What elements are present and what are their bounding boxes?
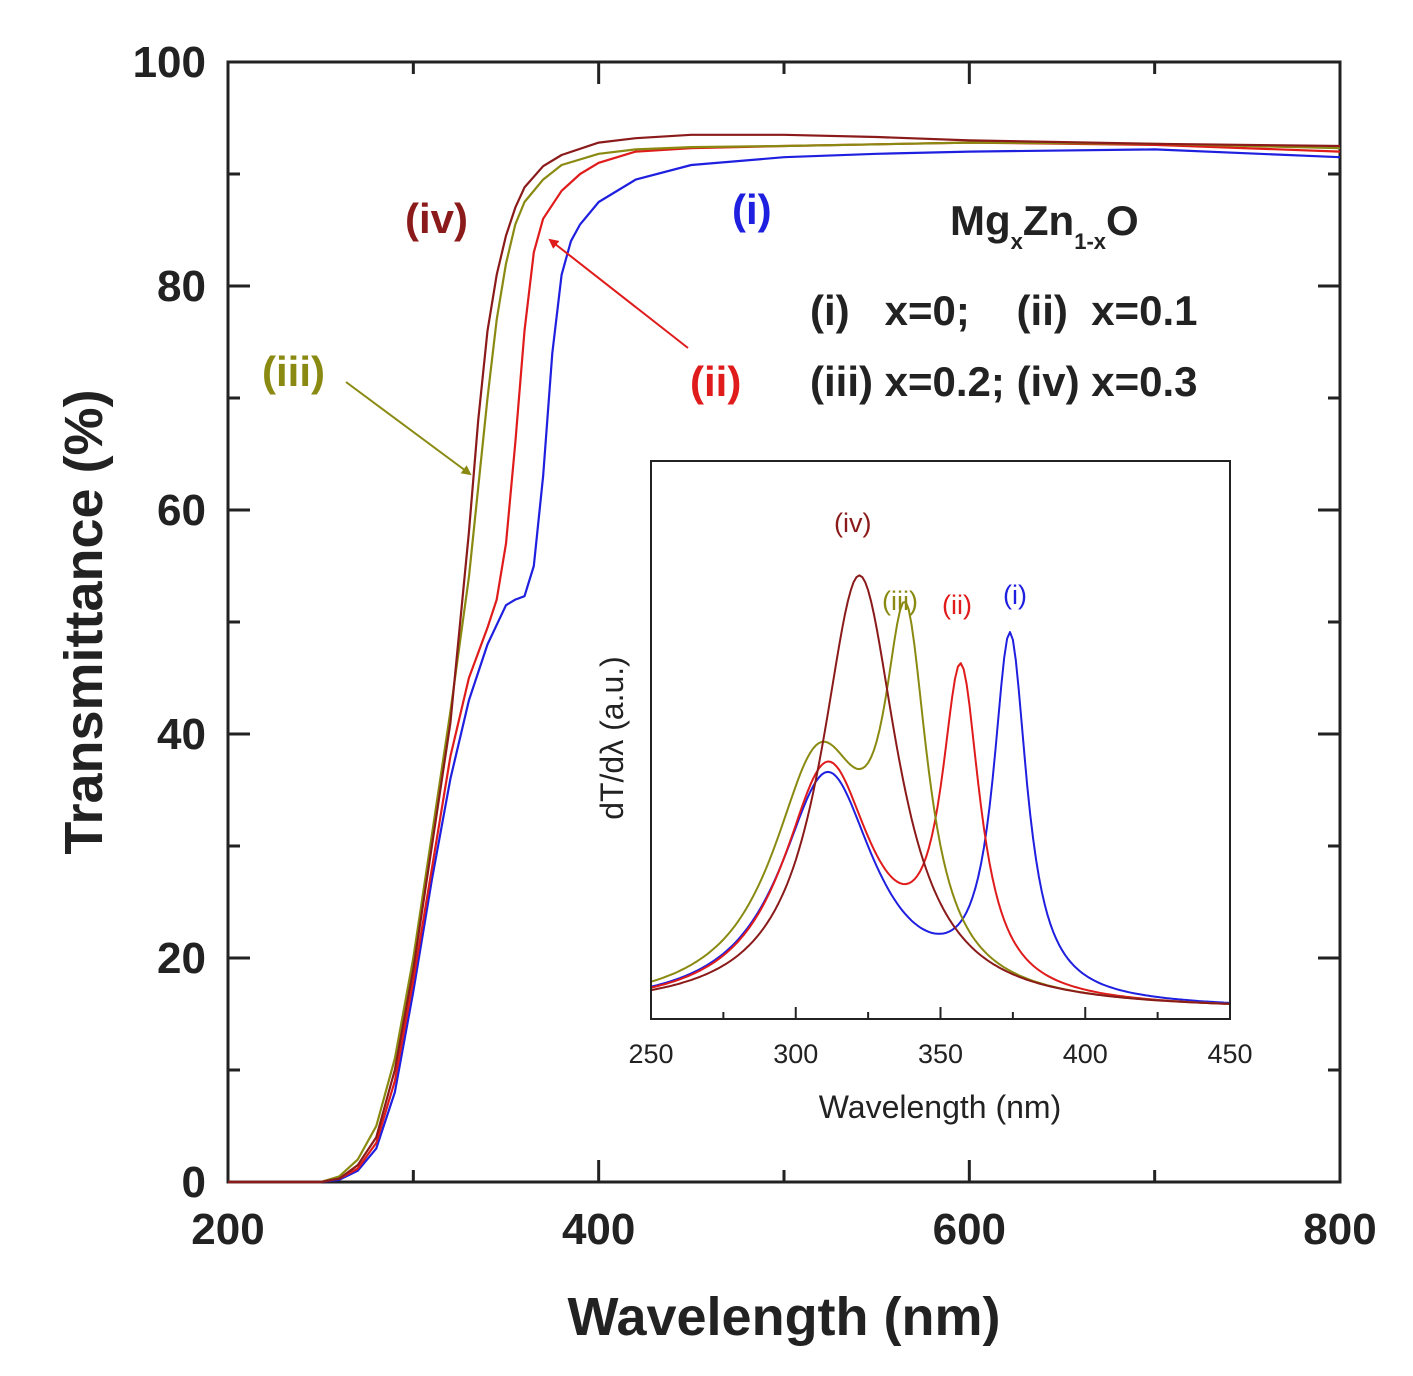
main-series-line-ii: [228, 141, 1341, 1184]
main-x-tick-label-400: 400: [562, 1205, 635, 1254]
inset-series-line-i: [650, 631, 1231, 1004]
inset-x-tick-label-450: 450: [1207, 1039, 1252, 1069]
inset-x-tick-label-350: 350: [918, 1039, 963, 1069]
label-i-inset: (i): [1003, 580, 1027, 610]
inset-series: [650, 574, 1231, 1005]
inset-background: [651, 461, 1230, 1019]
legend-line-1: (i) x=0; (ii) x=0.1: [810, 287, 1197, 334]
main-y-tick-label-40: 40: [157, 710, 206, 759]
main-y-tick-label-80: 80: [157, 262, 206, 311]
main-x-axis-title: Wavelength (nm): [567, 1287, 1000, 1347]
label-ii-inset: (ii): [942, 590, 972, 620]
inset-ticks: [650, 1007, 1231, 1019]
main-y-tick-label-20: 20: [157, 934, 206, 983]
main-y-tick-label-60: 60: [157, 486, 206, 535]
main-x-tick-label-200: 200: [191, 1205, 264, 1254]
main-ticks: [226, 60, 1342, 1184]
main-x-tick-label-600: 600: [933, 1205, 1006, 1254]
main-series-line-i: [228, 148, 1341, 1184]
main-series-line-iv: [228, 133, 1341, 1184]
inset-x-tick-label-300: 300: [773, 1039, 818, 1069]
main-y-axis-title: Transmittance (%): [54, 389, 114, 854]
inset-series-line-iv: [650, 574, 1231, 1005]
inset-x-axis-title: Wavelength (nm): [819, 1089, 1061, 1125]
label-iii-main: (iii): [262, 348, 325, 395]
label-i-main: (i): [732, 186, 772, 233]
main-x-tick-label-800: 800: [1303, 1205, 1376, 1254]
inset-y-axis-title: dT/dλ (a.u.): [594, 656, 630, 820]
main-y-tick-label-100: 100: [133, 38, 206, 87]
inset-tick-labels: 250 300 350 400 450: [628, 1039, 1252, 1069]
main-series: [228, 133, 1341, 1184]
arrow-iii: [345, 381, 472, 476]
main-tick-labels: 200 400 600 800 0 20 40 60 80 100: [133, 38, 1377, 1254]
main-series-line-iii: [228, 141, 1341, 1184]
main-y-tick-label-0: 0: [182, 1158, 206, 1207]
inset-x-tick-label-250: 250: [628, 1039, 673, 1069]
legend-line-2: (iii) x=0.2; (iv) x=0.3: [810, 358, 1198, 405]
legend-formula: MgxZn1-xO: [950, 197, 1139, 254]
label-iii-inset: (iii): [882, 586, 918, 616]
label-iv-inset: (iv): [834, 508, 871, 538]
label-iv-main: (iv): [405, 195, 468, 242]
inset-x-tick-label-400: 400: [1063, 1039, 1108, 1069]
label-ii-main: (ii): [690, 358, 741, 405]
arrow-ii: [548, 238, 689, 349]
